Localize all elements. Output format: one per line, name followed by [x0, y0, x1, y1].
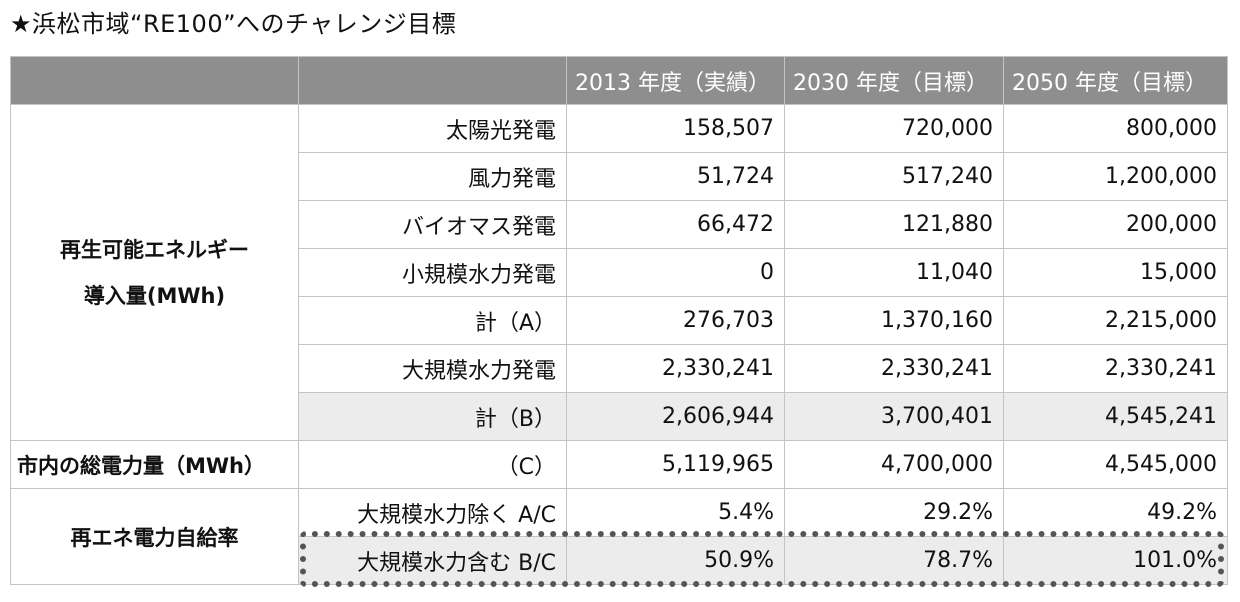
re100-target-table: 2013 年度（実績） 2030 年度（目標） 2050 年度（目標） 再生可能…	[10, 56, 1228, 585]
value-2050: 1,200,000	[1003, 152, 1228, 201]
table-row: 大規模水力発電 2,330,241 2,330,241 2,330,241	[11, 344, 1228, 393]
renewable-category-cell: 再生可能エネルギー 導入量(MWh)	[10, 104, 299, 441]
value-2013: 51,724	[566, 152, 785, 201]
row-label: 計（B）	[298, 392, 567, 441]
value-2050: 200,000	[1003, 200, 1228, 249]
table-row-highlighted: 大規模水力含む B/C 50.9% 78.7% 101.0%	[11, 536, 1228, 585]
row-label: 大規模水力除く A/C	[298, 488, 567, 537]
row-label: 計（A）	[298, 296, 567, 345]
table-row: 再生可能エネルギー 導入量(MWh) 太陽光発電 158,507 720,000…	[10, 104, 1228, 441]
value-2013: 5.4%	[566, 488, 785, 537]
table-header-row: 2013 年度（実績） 2030 年度（目標） 2050 年度（目標）	[10, 56, 1228, 105]
value-2030: 11,040	[784, 248, 1004, 297]
value-2030: 29.2%	[784, 488, 1004, 537]
value-2050: 15,000	[1003, 248, 1228, 297]
row-label: 小規模水力発電	[298, 248, 567, 297]
value-2013: 0	[566, 248, 785, 297]
row-label: 大規模水力含む B/C	[298, 536, 567, 585]
table-row: 再エネ電力自給率 大規模水力除く A/C 5.4% 29.2% 49.2%	[10, 488, 1228, 585]
value-2050: 4,545,000	[1003, 440, 1228, 489]
value-2013: 66,472	[566, 200, 785, 249]
header-2013: 2013 年度（実績）	[566, 56, 785, 105]
row-label: 大規模水力発電	[298, 344, 567, 393]
value-2030: 4,700,000	[784, 440, 1004, 489]
row-label: バイオマス発電	[298, 200, 567, 249]
value-2013: 2,606,944	[566, 392, 785, 441]
page-title: ★浜松市域“RE100”へのチャレンジ目標	[10, 10, 457, 38]
row-label: （C）	[298, 440, 567, 489]
renewable-category-line2: 導入量(MWh)	[83, 283, 226, 308]
value-2050: 800,000	[1003, 104, 1228, 153]
value-2030: 517,240	[784, 152, 1004, 201]
value-2013: 276,703	[566, 296, 785, 345]
header-2030: 2030 年度（目標）	[784, 56, 1004, 105]
value-2030: 3,700,401	[784, 392, 1004, 441]
value-2013: 158,507	[566, 104, 785, 153]
value-2030: 78.7%	[784, 536, 1004, 585]
table-row-total-c: 市内の総電力量（MWh） （C） 5,119,965 4,700,000 4,5…	[10, 440, 1228, 489]
value-2030: 1,370,160	[784, 296, 1004, 345]
total-category-cell: 市内の総電力量（MWh）	[10, 440, 299, 489]
value-2050: 49.2%	[1003, 488, 1228, 537]
row-label: 太陽光発電	[298, 104, 567, 153]
header-blank	[10, 56, 299, 105]
value-2030: 720,000	[784, 104, 1004, 153]
value-2030: 121,880	[784, 200, 1004, 249]
self-sufficiency-category-cell: 再エネ電力自給率	[10, 488, 299, 585]
header-blank	[298, 56, 567, 105]
renewable-category-line1: 再生可能エネルギー	[60, 237, 249, 262]
value-2050: 101.0%	[1003, 536, 1228, 585]
value-2013: 5,119,965	[566, 440, 785, 489]
value-2013: 50.9%	[566, 536, 785, 585]
row-label: 風力発電	[298, 152, 567, 201]
value-2050: 4,545,241	[1003, 392, 1228, 441]
table-row-subtotal-b: 計（B） 2,606,944 3,700,401 4,545,241	[11, 392, 1228, 441]
header-2050: 2050 年度（目標）	[1003, 56, 1228, 105]
value-2050: 2,330,241	[1003, 344, 1228, 393]
value-2050: 2,215,000	[1003, 296, 1228, 345]
value-2013: 2,330,241	[566, 344, 785, 393]
value-2030: 2,330,241	[784, 344, 1004, 393]
table-row: 小規模水力発電 0 11,040 15,000	[11, 248, 1228, 297]
